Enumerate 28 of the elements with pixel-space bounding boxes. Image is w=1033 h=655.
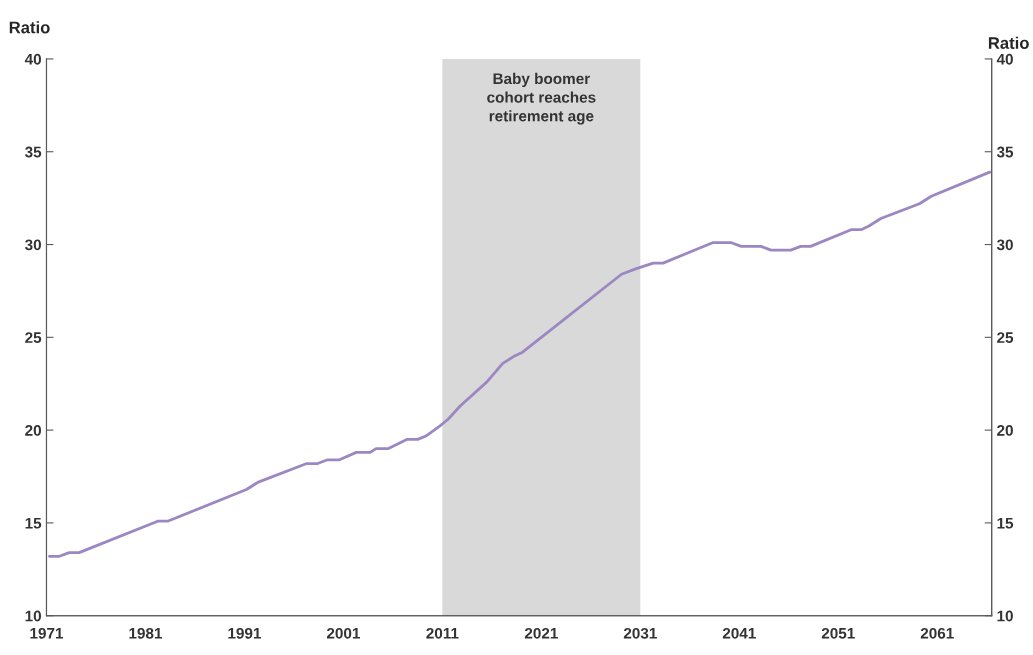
y2-tick-label: 35	[996, 146, 1014, 158]
x-tick-label: 2021	[524, 627, 558, 639]
x-tick-label: 2051	[821, 627, 855, 639]
x-tick-label: 2061	[920, 627, 954, 639]
y-tick-label: 25	[25, 332, 42, 344]
y2-tick-label: 25	[997, 332, 1014, 344]
y-axis-title: Ratio	[9, 21, 50, 34]
y-tick-label: 20	[25, 424, 41, 436]
y2-tick-label: 10	[997, 610, 1013, 622]
y2-tick-label: 40	[996, 53, 1013, 65]
y2-axis-title: Ratio	[988, 36, 1029, 49]
y2-tick-label: 15	[997, 517, 1014, 529]
x-tick-label: 1971	[30, 627, 64, 639]
x-tick-label: 2001	[326, 627, 360, 639]
x-tick-label: 1991	[228, 627, 261, 639]
x-tick-label: 2031	[623, 627, 657, 639]
x-tick-label: 2041	[722, 627, 756, 639]
x-tick-label: 2011	[426, 627, 459, 639]
line-series	[48, 170, 992, 558]
y-tick-label: 15	[25, 517, 42, 529]
band-label: Baby boomer cohort reaches retirement age	[487, 72, 596, 125]
x-tick-label: 1981	[129, 627, 163, 639]
y-tick-label: 35	[24, 146, 42, 158]
y-tick-label: 40	[24, 53, 41, 65]
y2-tick-label: 20	[997, 424, 1013, 436]
y-tick-label: 30	[24, 239, 41, 251]
y-tick-label: 10	[25, 610, 41, 622]
y2-tick-label: 30	[996, 239, 1013, 251]
